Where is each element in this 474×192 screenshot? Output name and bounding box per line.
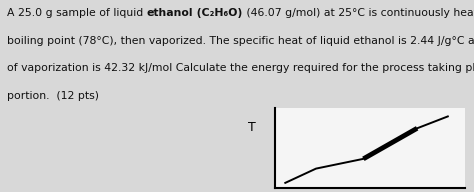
Text: portion.  (12 pts): portion. (12 pts) bbox=[7, 91, 99, 101]
Text: A 25.0 g sample of liquid: A 25.0 g sample of liquid bbox=[7, 8, 147, 18]
Text: of vaporization is 42.32 kJ/mol Calculate the energy required for the process ta: of vaporization is 42.32 kJ/mol Calculat… bbox=[7, 63, 474, 73]
Text: (C₂H₆O): (C₂H₆O) bbox=[193, 8, 243, 18]
Text: ethanol: ethanol bbox=[147, 8, 193, 18]
Text: T: T bbox=[248, 121, 256, 134]
Text: (46.07 g/mol) at 25°C is continuously heated until its: (46.07 g/mol) at 25°C is continuously he… bbox=[243, 8, 474, 18]
Text: boiling point (78°C), then vaporized. The specific heat of liquid ethanol is 2.4: boiling point (78°C), then vaporized. Th… bbox=[7, 36, 474, 46]
